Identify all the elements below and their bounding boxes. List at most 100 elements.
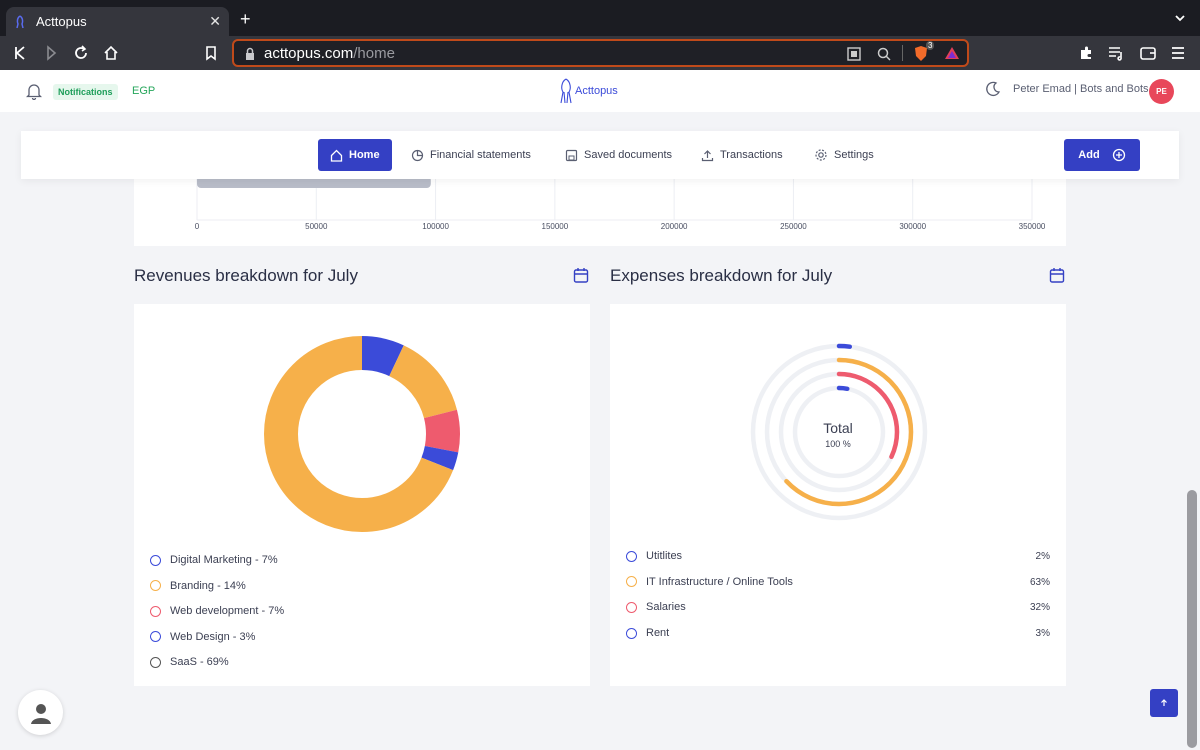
currency-label[interactable]: EGP bbox=[132, 85, 156, 97]
legend-dot-icon bbox=[150, 580, 161, 591]
bell-icon[interactable] bbox=[26, 82, 42, 100]
reload-icon[interactable] bbox=[72, 44, 90, 62]
revenues-legend-item[interactable]: Web Design - 3% bbox=[150, 631, 255, 643]
bar-x-tick-label: 300000 bbox=[899, 222, 926, 231]
expenses-legend-item[interactable]: Utitlites bbox=[626, 550, 682, 562]
nav-transactions[interactable]: Transactions bbox=[689, 139, 795, 171]
zoom-icon[interactable] bbox=[876, 46, 892, 62]
page-scrollbar[interactable] bbox=[1187, 490, 1197, 748]
nav-transactions-label: Transactions bbox=[720, 149, 783, 161]
user-silhouette-icon bbox=[30, 703, 51, 724]
url-path: /home bbox=[353, 44, 395, 62]
revenue-slice[interactable] bbox=[264, 336, 460, 532]
revenues-legend-item[interactable]: Web development - 7% bbox=[150, 605, 284, 617]
revenues-calendar-icon[interactable] bbox=[573, 267, 589, 284]
brave-shield-icon[interactable] bbox=[912, 44, 930, 64]
legend-dot-icon bbox=[150, 605, 161, 617]
nav-saved-documents[interactable]: Saved documents bbox=[553, 139, 684, 171]
acttopus-logo[interactable]: Acttopus bbox=[557, 77, 618, 105]
expense-radial-bar[interactable] bbox=[792, 385, 886, 479]
bar-x-tick-label: 150000 bbox=[542, 222, 569, 231]
expense-radial-bar[interactable] bbox=[778, 371, 900, 493]
wallet-icon[interactable] bbox=[1139, 44, 1157, 62]
legend-label: Branding - 14% bbox=[170, 579, 246, 592]
gear-icon bbox=[815, 149, 827, 161]
main-nav: Home Financial statements Saved document… bbox=[21, 131, 1179, 179]
support-avatar[interactable] bbox=[18, 690, 63, 735]
legend-label: SaaS - 69% bbox=[170, 656, 229, 668]
url-host: acttopus.com bbox=[264, 44, 354, 62]
legend-value: 63% bbox=[1029, 576, 1050, 588]
nav-settings[interactable]: Settings bbox=[802, 139, 886, 171]
browser-tab[interactable]: Acttopus ✕ bbox=[6, 7, 229, 36]
legend-dot-icon bbox=[626, 550, 637, 562]
legend-value: 2% bbox=[1035, 551, 1050, 562]
revenues-legend-item[interactable]: Branding - 14% bbox=[150, 580, 246, 592]
bar-x-tick-label: 100000 bbox=[422, 222, 449, 231]
close-tab-icon[interactable]: ✕ bbox=[209, 13, 221, 29]
expenses-legend-item[interactable]: Salaries bbox=[626, 601, 686, 613]
browser-tab-bar: Acttopus ✕ + bbox=[0, 0, 1200, 36]
legend-label: Web Design - 3% bbox=[170, 630, 256, 643]
income-bar-chart-card: 0 50000 100000 150000 200000 250000 300000 3500… bbox=[134, 170, 1066, 246]
revenues-legend-item[interactable]: SaaS - 69% bbox=[150, 656, 229, 668]
qr-code-icon[interactable] bbox=[846, 46, 862, 62]
tab-title: Acttopus bbox=[36, 14, 87, 29]
notifications-badge[interactable]: Notifications bbox=[53, 84, 118, 100]
reading-list-icon[interactable] bbox=[1107, 44, 1125, 62]
bookmark-icon[interactable] bbox=[202, 44, 220, 62]
legend-label: Web development - 7% bbox=[170, 605, 285, 617]
revenues-card: Digital Marketing - 7% Branding - 14% Web … bbox=[134, 304, 590, 686]
home-browser-icon[interactable] bbox=[102, 44, 120, 62]
home-icon bbox=[330, 149, 343, 162]
user-avatar[interactable]: PE bbox=[1149, 79, 1174, 104]
tab-menu-chevron-down-icon[interactable] bbox=[1174, 12, 1186, 24]
legend-label: Digital Marketing - 7% bbox=[170, 554, 278, 566]
legend-label: Utitlites bbox=[646, 550, 683, 562]
shield-count-badge: 3 bbox=[926, 41, 935, 50]
pie-chart-icon bbox=[411, 149, 424, 161]
plus-circle-icon bbox=[1112, 148, 1125, 162]
revenues-donut-chart bbox=[264, 336, 460, 532]
expenses-calendar-icon[interactable] bbox=[1049, 267, 1065, 284]
new-tab-icon[interactable]: + bbox=[240, 9, 251, 29]
brave-rewards-icon[interactable] bbox=[944, 45, 960, 61]
revenue-slice[interactable] bbox=[264, 336, 460, 532]
expense-radial-bar[interactable] bbox=[764, 357, 914, 507]
expenses-title: Expenses breakdown for July bbox=[610, 266, 833, 285]
nav-financial-statements[interactable]: Financial statements bbox=[399, 139, 543, 171]
nav-saved-documents-label: Saved documents bbox=[584, 149, 673, 161]
income-bar-chart: 0 50000 100000 150000 200000 250000 300000 3500… bbox=[195, 170, 1046, 231]
expenses-card: Total 100 % Utitlites 2% IT Infrastructure… bbox=[610, 304, 1066, 686]
dark-mode-moon-icon[interactable] bbox=[985, 81, 1001, 97]
expenses-radial-chart bbox=[750, 343, 928, 521]
expenses-legend-item[interactable]: IT Infrastructure / Online Tools bbox=[626, 576, 793, 588]
back-icon[interactable] bbox=[12, 44, 30, 62]
app-header: Notifications EGP Acttopus Peter Emad | … bbox=[0, 70, 1200, 112]
acttopus-favicon-icon bbox=[16, 14, 24, 28]
revenues-legend-item[interactable]: Digital Marketing - 7% bbox=[150, 554, 278, 566]
bar-x-tick-label: 350000 bbox=[1019, 222, 1046, 231]
nav-settings-label: Settings bbox=[834, 149, 874, 161]
expenses-legend-item[interactable]: Rent bbox=[626, 627, 669, 639]
bar-x-tick-label: 250000 bbox=[780, 222, 807, 231]
lock-icon bbox=[246, 47, 254, 60]
user-label[interactable]: Peter Emad | Bots and Bots bbox=[1013, 83, 1149, 95]
scroll-to-top-button[interactable] bbox=[1150, 689, 1178, 717]
address-bar[interactable]: acttopus.com/home 3 bbox=[232, 39, 969, 67]
add-button[interactable]: Add bbox=[1064, 139, 1140, 171]
browser-toolbar: acttopus.com/home 3 bbox=[0, 36, 1200, 70]
extensions-icon[interactable] bbox=[1077, 44, 1095, 62]
bar-x-tick-label: 50000 bbox=[305, 222, 328, 231]
bar-x-tick-label: 0 bbox=[195, 222, 200, 231]
logo-text: Acttopus bbox=[575, 85, 618, 97]
acttopus-logo-icon bbox=[560, 78, 572, 104]
nav-home[interactable]: Home bbox=[318, 139, 392, 171]
expenses-center-label: Total bbox=[823, 420, 853, 436]
expense-radial-bar[interactable] bbox=[750, 343, 928, 521]
legend-dot-icon bbox=[150, 631, 161, 642]
menu-icon[interactable] bbox=[1169, 44, 1187, 62]
income-bar[interactable] bbox=[197, 176, 431, 188]
forward-icon[interactable] bbox=[42, 44, 60, 62]
legend-value: 32% bbox=[1029, 602, 1050, 614]
